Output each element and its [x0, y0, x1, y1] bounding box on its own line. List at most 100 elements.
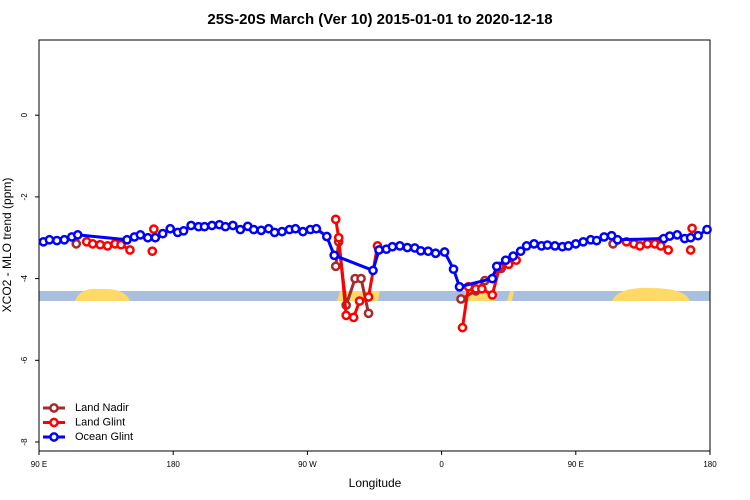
- point: [612, 234, 623, 245]
- point: [521, 241, 532, 251]
- point: [148, 224, 159, 235]
- y-tick-label: 0: [20, 112, 29, 117]
- point: [664, 231, 675, 241]
- point: [415, 245, 426, 256]
- point: [655, 241, 666, 251]
- point: [333, 232, 344, 243]
- point: [591, 235, 602, 246]
- point: [178, 225, 189, 236]
- point: [454, 281, 465, 292]
- y-tick-label: -6: [20, 356, 29, 364]
- point: [563, 241, 574, 251]
- y-tick-label: -4: [20, 274, 29, 282]
- chart-title: 25S-20S March (Ver 10) 2015-01-01 to 202…: [207, 11, 552, 28]
- point: [277, 226, 287, 237]
- point: [363, 308, 374, 319]
- x-tick-label: 90 E: [568, 460, 584, 469]
- point: [599, 232, 609, 242]
- point: [125, 245, 135, 255]
- point: [235, 224, 246, 235]
- x-tick-label: 0: [439, 460, 444, 469]
- point: [298, 226, 308, 237]
- point: [44, 234, 55, 245]
- point: [477, 283, 487, 294]
- point: [508, 251, 519, 261]
- point: [290, 223, 301, 234]
- x-tick-label: 180: [703, 460, 717, 469]
- point: [693, 230, 703, 241]
- legend-marker: [49, 403, 59, 413]
- point: [663, 245, 674, 255]
- point: [456, 294, 466, 304]
- point: [500, 255, 511, 266]
- point: [59, 234, 70, 245]
- point: [487, 273, 498, 284]
- point: [702, 224, 712, 235]
- point: [71, 239, 82, 249]
- point: [439, 247, 450, 257]
- point: [72, 230, 83, 240]
- legend-label: Land Nadir: [75, 402, 129, 414]
- point: [642, 239, 653, 249]
- point: [457, 322, 468, 333]
- plot-frame: [38, 39, 711, 452]
- point: [157, 228, 168, 239]
- x-tick-label: 90 W: [298, 460, 317, 469]
- point: [687, 223, 697, 234]
- point: [135, 230, 146, 240]
- point: [672, 230, 683, 240]
- y-tick-label: -8: [20, 438, 29, 446]
- x-tick-label: 90 E: [31, 460, 47, 469]
- point: [256, 225, 267, 236]
- point: [685, 245, 696, 255]
- point: [354, 296, 365, 306]
- point: [348, 312, 359, 323]
- land-band: [75, 288, 130, 301]
- y-tick-label: -2: [20, 193, 29, 201]
- point: [578, 236, 589, 247]
- land-band: [612, 287, 690, 301]
- point: [448, 264, 459, 275]
- x-tick-label: 180: [167, 460, 181, 469]
- point: [207, 220, 217, 231]
- point: [227, 220, 238, 231]
- legend-label: Land Glint: [75, 416, 125, 428]
- point: [374, 245, 384, 255]
- point: [116, 239, 126, 250]
- point: [550, 241, 560, 251]
- point: [87, 239, 98, 249]
- point: [330, 214, 341, 225]
- point: [341, 310, 352, 321]
- point: [122, 234, 132, 245]
- legend-label: Ocean Glint: [75, 431, 133, 443]
- point: [269, 227, 280, 238]
- point: [387, 241, 398, 252]
- point: [515, 246, 526, 257]
- point: [165, 223, 176, 234]
- point: [143, 232, 153, 243]
- point: [430, 248, 441, 259]
- point: [487, 290, 498, 300]
- point: [356, 273, 366, 284]
- point: [363, 292, 374, 302]
- point: [635, 241, 645, 251]
- point: [542, 240, 553, 250]
- land-strip: [39, 287, 710, 301]
- point: [95, 239, 105, 250]
- point: [423, 246, 434, 257]
- point: [329, 250, 340, 261]
- legend-marker: [49, 432, 59, 442]
- point: [220, 221, 231, 232]
- point: [311, 223, 322, 234]
- point: [102, 241, 113, 251]
- point: [570, 239, 581, 249]
- point: [368, 265, 378, 276]
- point: [199, 221, 210, 232]
- point: [685, 232, 696, 243]
- point: [529, 239, 539, 249]
- point: [147, 246, 158, 257]
- point: [321, 231, 332, 242]
- point: [330, 261, 341, 272]
- point: [52, 235, 62, 246]
- legend-marker: [49, 417, 59, 428]
